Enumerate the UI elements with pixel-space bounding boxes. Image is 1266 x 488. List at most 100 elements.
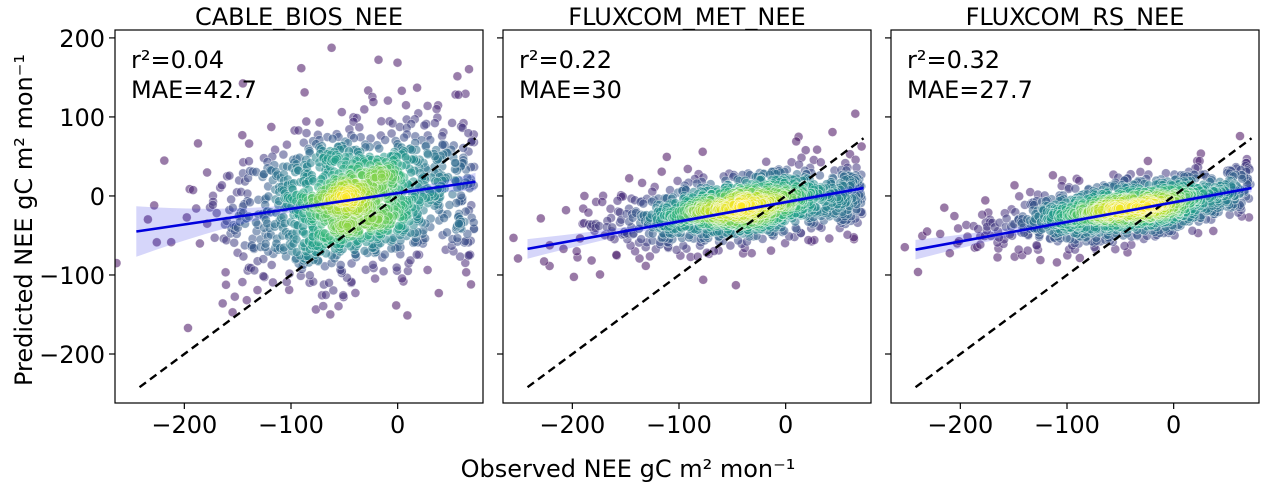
scatter-point <box>439 213 449 223</box>
scatter-point <box>328 285 339 296</box>
scatter-point <box>453 90 464 100</box>
scatter-point <box>1074 175 1084 186</box>
scatter-point <box>320 290 331 300</box>
scatter-point <box>698 274 709 285</box>
figure-xlabel: Observed NEE gC m² mon⁻¹ <box>461 455 796 483</box>
scatter-point <box>386 128 397 139</box>
panel-title: FLUXCOM_MET_NEE <box>568 3 805 31</box>
identity-line <box>526 137 865 389</box>
scatter-point <box>251 217 261 228</box>
scatter-point <box>1048 170 1058 181</box>
scatter-points <box>899 131 1256 277</box>
scatter-point <box>258 271 269 282</box>
scatter-point <box>815 170 825 181</box>
axes-frame <box>890 29 1260 404</box>
scatter-point <box>939 202 950 213</box>
scatter-point <box>535 213 546 224</box>
scatter-point <box>1052 257 1062 268</box>
scatter-point <box>411 249 422 260</box>
scatter-point <box>224 170 235 181</box>
scatter-point <box>595 269 605 280</box>
scatter-point <box>244 138 254 149</box>
scatter-point <box>1235 131 1245 141</box>
scatter-point <box>452 233 463 243</box>
scatter-point <box>682 164 693 174</box>
scatter-point <box>405 255 416 266</box>
scatter-point <box>794 159 804 170</box>
scatter-point <box>1075 253 1085 263</box>
scatter-point <box>634 253 645 264</box>
scatter-point <box>266 122 277 132</box>
scatter-point <box>336 107 347 117</box>
scatter-point <box>899 242 910 252</box>
scatter-point <box>842 230 853 240</box>
scatter-point <box>238 251 249 262</box>
scatter-point <box>412 82 422 93</box>
scatter-point <box>827 127 838 137</box>
scatter-point <box>586 255 597 266</box>
scatter-point <box>202 167 212 178</box>
scatter-point <box>800 145 811 155</box>
scatter-point <box>1143 156 1153 166</box>
scatter-point <box>422 101 433 111</box>
scatter-point <box>368 97 379 107</box>
scatter-point <box>1022 245 1033 256</box>
scatter-point <box>935 229 946 239</box>
scatter-point <box>301 128 312 138</box>
scatter-point <box>152 237 162 248</box>
scatter-point <box>380 135 390 145</box>
scatter-point <box>228 203 238 213</box>
scatter-point <box>378 266 389 277</box>
scatter-point <box>373 54 384 65</box>
scatter-point <box>226 194 236 205</box>
scatter-point <box>374 143 385 154</box>
scatter-points <box>82 42 480 333</box>
scatter-point <box>447 118 457 128</box>
scatter-point <box>953 223 963 234</box>
scatter-point <box>430 118 440 128</box>
scatter-point <box>422 265 433 275</box>
scatter-point <box>419 120 430 131</box>
scatter-point <box>450 157 460 168</box>
scatter-point <box>636 234 647 244</box>
scatter-point <box>401 100 411 110</box>
scatter-point <box>159 155 170 166</box>
scatter-point <box>980 195 991 206</box>
scatter-point <box>597 197 608 207</box>
scatter-point <box>291 247 302 257</box>
scatter-point <box>82 307 91 316</box>
scatter-point <box>423 149 433 160</box>
scatter-point <box>115 258 122 268</box>
scatter-point <box>977 209 988 220</box>
scatter-point <box>637 178 647 188</box>
scatter-point <box>561 205 571 215</box>
scatter-point <box>437 131 447 141</box>
x-tick-label: −100 <box>258 411 324 439</box>
scatter-point <box>383 95 393 106</box>
scatter-point <box>359 104 370 115</box>
r2-annotation: r²=0.22 <box>519 46 612 74</box>
scatter-point <box>229 238 239 248</box>
scatter-point <box>468 217 479 228</box>
scatter-point <box>992 252 1003 263</box>
panel-1: CABLE_BIOS_NEE −200 −100 0 −200 −100 0 100 200 r²… <box>39 3 484 439</box>
regression-line <box>136 180 476 233</box>
scatter-point <box>237 277 248 287</box>
x-tick-label: −100 <box>646 411 712 439</box>
scatter-point <box>406 167 417 178</box>
identity-line <box>914 137 1253 389</box>
scatter-point <box>293 125 304 136</box>
scatter-point <box>672 176 683 186</box>
scatter-point <box>611 250 622 260</box>
scatter-point <box>338 290 349 301</box>
scatter-point <box>217 180 227 191</box>
scatter-point <box>221 279 231 290</box>
scatter-point <box>299 87 310 98</box>
scatter-point <box>661 152 672 162</box>
x-tick-label: −200 <box>927 411 993 439</box>
scatter-point <box>437 140 448 150</box>
scatter-point <box>944 248 955 258</box>
scatter-point <box>558 244 569 254</box>
axes-frame <box>114 29 484 404</box>
